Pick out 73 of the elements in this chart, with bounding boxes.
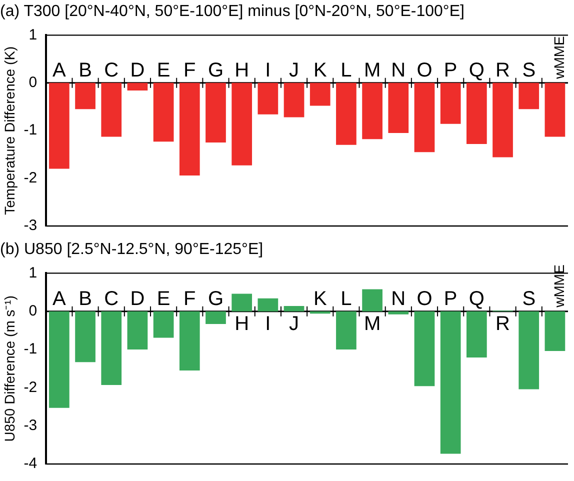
bar [544, 311, 566, 352]
y-tick-label: -3 [24, 416, 38, 434]
x-tick-label: G [208, 288, 224, 310]
bar [179, 311, 200, 371]
x-tick-label: H [234, 59, 250, 82]
x-tick-label: N [391, 288, 406, 310]
x-tick-label: G [208, 59, 224, 82]
x-tick-label: O [416, 288, 432, 310]
bar [49, 311, 70, 408]
x-tick-label: C [104, 59, 119, 82]
bar [466, 311, 487, 358]
bar [153, 311, 174, 338]
bar [336, 311, 356, 350]
x-tick-label: S [522, 59, 536, 82]
x-tick-label: P [444, 288, 458, 310]
x-tick-label: H [234, 312, 250, 335]
x-tick-label: B [78, 288, 92, 310]
x-tick-label: R [496, 59, 510, 82]
x-tick-label: C [104, 288, 119, 310]
bar [258, 298, 278, 312]
bar [440, 311, 461, 454]
x-tick-label: A [52, 288, 67, 310]
bar [388, 311, 409, 314]
x-tick-label: K [313, 59, 328, 82]
y-tick-label: -1 [24, 122, 38, 139]
x-tick-label: M [364, 59, 381, 82]
bar [414, 311, 435, 386]
x-tick-label: M [364, 312, 381, 335]
x-tick-label: wMME [550, 36, 567, 80]
bar [362, 289, 382, 312]
y-tick-label: 1 [28, 26, 38, 44]
x-tick-label: L [340, 288, 352, 310]
bar [284, 306, 304, 312]
y-axis-title: U850 Difference (m s⁻¹) [1, 295, 18, 442]
y-tick-label: -4 [24, 455, 38, 472]
x-tick-label: F [184, 288, 196, 310]
x-tick-label: P [444, 59, 458, 82]
x-tick-label: O [416, 59, 432, 82]
x-tick-label: I [265, 59, 271, 82]
x-tick-label: S [522, 288, 536, 310]
x-tick-label: K [313, 288, 328, 310]
y-tick-label: 0 [28, 74, 38, 92]
chart-title: (a) T300 [20°N-40°N, 50°E-100°E] minus [0°N-20°N, 50°E-100°E] [0, 3, 464, 20]
x-tick-label: I [265, 312, 271, 335]
bar [232, 294, 252, 312]
chart-title: (b) U850 [2.5°N-12.5°N, 90°E-125°E] [0, 241, 264, 258]
y-tick-label: -2 [24, 169, 38, 186]
bar [127, 311, 148, 350]
y-tick-label: -3 [24, 217, 38, 234]
x-tick-label: D [130, 59, 145, 82]
y-tick-label: 0 [28, 302, 38, 320]
y-tick-label: -2 [24, 378, 38, 396]
x-tick-label: N [391, 59, 406, 82]
x-tick-label: F [184, 59, 196, 82]
x-tick-label: D [130, 288, 145, 310]
x-tick-label: J [289, 312, 300, 335]
x-tick-label: B [78, 59, 92, 82]
x-tick-label: E [156, 59, 170, 82]
x-tick-label: wMME [550, 264, 567, 308]
x-tick-label: J [289, 59, 300, 82]
x-tick-label: A [52, 59, 67, 82]
bar [518, 311, 540, 390]
y-tick-label: -1 [24, 340, 38, 358]
x-tick-label: Q [468, 288, 484, 310]
x-tick-label: Q [468, 59, 484, 82]
bar [206, 311, 226, 324]
x-tick-label: R [496, 312, 510, 335]
x-tick-label: E [156, 288, 170, 310]
x-tick-label: L [340, 59, 352, 82]
y-axis-title: Temperature Difference (K) [1, 46, 18, 215]
bar [101, 311, 122, 386]
bar [75, 311, 96, 362]
y-tick-label: 1 [28, 264, 38, 282]
